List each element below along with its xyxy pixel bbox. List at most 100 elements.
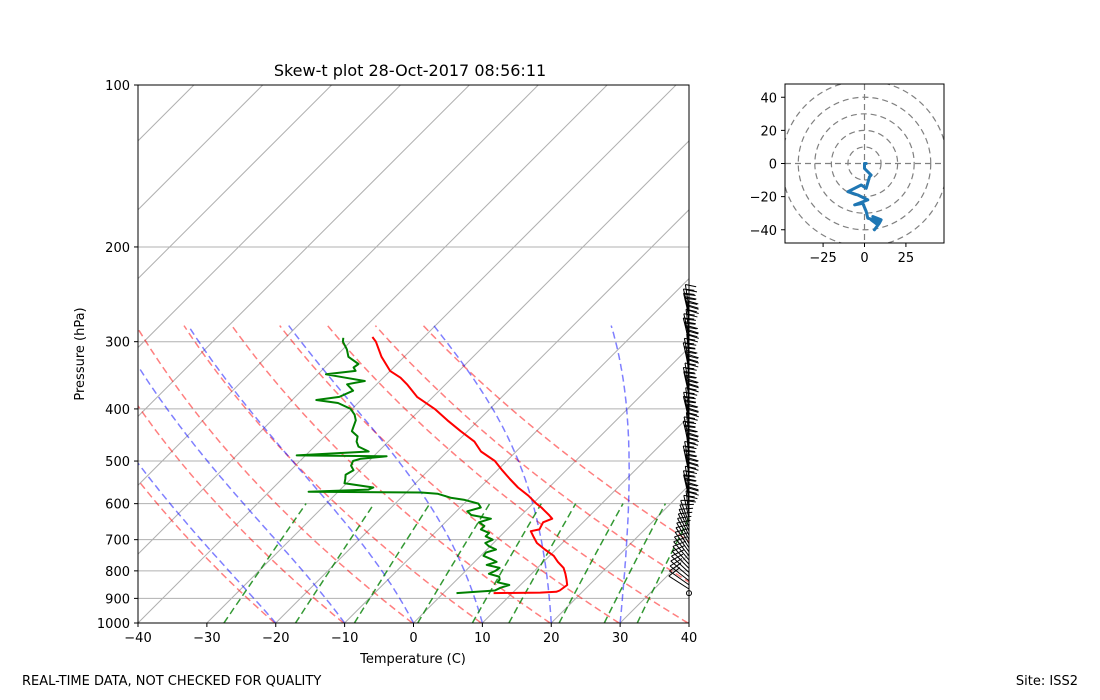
wind-barb-flag — [687, 358, 699, 363]
wind-barb-flag — [687, 441, 699, 446]
x-tick-label: −10 — [331, 631, 358, 646]
moist-adiabat-line — [138, 364, 346, 623]
y-tick-label: 200 — [105, 241, 130, 256]
wind-barb-flag — [687, 388, 699, 393]
moist-adiabat-line — [187, 325, 415, 623]
y-tick-label: 100 — [105, 79, 130, 94]
wind-barb-flag — [683, 288, 695, 291]
wind-barb-flag — [687, 487, 699, 492]
wind-barb-flag — [684, 376, 696, 379]
isotherm-line — [206, 140, 689, 623]
wind-barb-flag — [687, 305, 699, 310]
wind-barb-flag — [687, 408, 699, 413]
wind-barb-staff — [677, 518, 690, 540]
wind-barb-staff — [680, 500, 690, 524]
skewt-x-ticks: −40 −30 −20 −10 0 10 20 30 40 — [124, 623, 697, 646]
wind-barb-flag — [687, 330, 699, 335]
wind-barb-flag — [675, 523, 690, 529]
wind-barb-staff — [682, 367, 690, 391]
wind-barb-flag — [688, 437, 699, 443]
wind-barb-flag — [684, 297, 696, 301]
skewt-profiles — [295, 336, 569, 595]
dewpoint-profile-line — [295, 337, 511, 595]
wind-barb-flag — [687, 461, 699, 466]
wind-barb-staff — [682, 470, 690, 495]
wind-barb-staff — [683, 392, 690, 416]
isotherm-line — [550, 484, 689, 623]
wind-barb-staff — [683, 338, 690, 363]
skewt-y-ticks: 100 200 300 400 500 600 700 800 900 1000 — [97, 79, 138, 632]
wind-barb-flag — [687, 466, 699, 471]
wind-barb-flag — [688, 334, 699, 339]
wind-barb-staff — [684, 466, 690, 490]
mixing-ratio-line — [417, 503, 491, 623]
wind-barb-staff — [685, 387, 690, 412]
wind-barb-flag — [685, 284, 697, 288]
quality-disclaimer: REAL-TIME DATA, NOT CHECKED FOR QUALITY — [22, 674, 322, 689]
wind-barb-flag — [687, 363, 699, 368]
hodo-y-tick-label: −20 — [750, 191, 777, 206]
wind-barb-staff — [676, 522, 690, 544]
mixing-ratio-line — [636, 516, 689, 623]
y-tick-label: 500 — [105, 455, 130, 470]
hodo-y-tick-label: 0 — [769, 158, 777, 173]
dry-adiabat-line — [374, 325, 689, 583]
y-tick-label: 1000 — [97, 617, 130, 632]
wind-barb-flag — [668, 567, 681, 577]
moist-adiabat-line — [758, 326, 848, 623]
wind-barb-staff — [671, 555, 690, 573]
y-tick-label: 800 — [105, 565, 130, 580]
wind-barb-flag — [688, 384, 699, 389]
dry-adiabat-line — [138, 327, 413, 623]
skewt-axes: Skew-t plot 28-Oct-2017 08:56:11 −40 −30−… — [73, 61, 848, 667]
mixing-ratio-line — [223, 503, 307, 623]
wind-barb-flag — [684, 321, 696, 325]
hodo-x-tick-label: 0 — [860, 251, 868, 266]
y-tick-label: 700 — [105, 534, 130, 549]
wind-barb-staff — [672, 546, 690, 565]
wind-barb-flag — [683, 416, 696, 419]
mixing-ratio-line — [353, 503, 431, 623]
dry-adiabat-line — [183, 325, 482, 623]
wind-barb-staff — [682, 288, 690, 313]
wind-barb-staff — [684, 441, 690, 466]
wind-barb-flag — [688, 491, 699, 496]
wind-barb-staff — [685, 490, 690, 515]
wind-barb-flag — [686, 289, 698, 293]
skewt-background-lines — [138, 85, 848, 623]
hodo-y-tick-label: 20 — [760, 124, 777, 139]
wind-barb-flag — [677, 515, 692, 519]
wind-barb-flag — [671, 545, 686, 552]
x-tick-label: 10 — [474, 631, 491, 646]
isotherm-line — [344, 277, 689, 623]
y-tick-label: 400 — [105, 403, 130, 418]
wind-barb-staff — [684, 362, 690, 387]
wind-barb-flag — [688, 412, 699, 418]
wind-barb-staff — [685, 309, 690, 334]
mixing-ratio-line — [471, 503, 542, 623]
wind-barb-staff — [673, 541, 690, 561]
dry-adiabat-line — [138, 404, 345, 623]
wind-barb-flag — [684, 401, 696, 404]
moist-adiabat-line — [288, 325, 484, 623]
dry-adiabat-line — [231, 325, 551, 623]
wind-barb-flag — [687, 378, 699, 384]
wind-barb-flag — [687, 353, 699, 359]
wind-barb-staff — [682, 421, 690, 445]
wind-barb-staff — [670, 560, 690, 577]
hodograph-ring — [814, 113, 915, 214]
hodograph-wind-line — [846, 162, 883, 232]
wind-barb-flag — [684, 362, 696, 366]
wind-barb-flag — [683, 494, 695, 498]
isotherm-line — [138, 85, 608, 555]
hodo-x-tick-label: −25 — [809, 251, 836, 266]
isotherm-line — [138, 85, 332, 280]
wind-barb-staff — [683, 313, 690, 338]
wind-barb-flag — [687, 457, 699, 462]
isotherm-line — [413, 346, 689, 623]
wind-barb-staff — [678, 509, 690, 532]
wind-barb-staff — [673, 536, 690, 557]
wind-barb-staff — [682, 445, 690, 470]
mixing-ratio-line — [508, 503, 577, 623]
wind-barb-staff — [683, 416, 690, 441]
